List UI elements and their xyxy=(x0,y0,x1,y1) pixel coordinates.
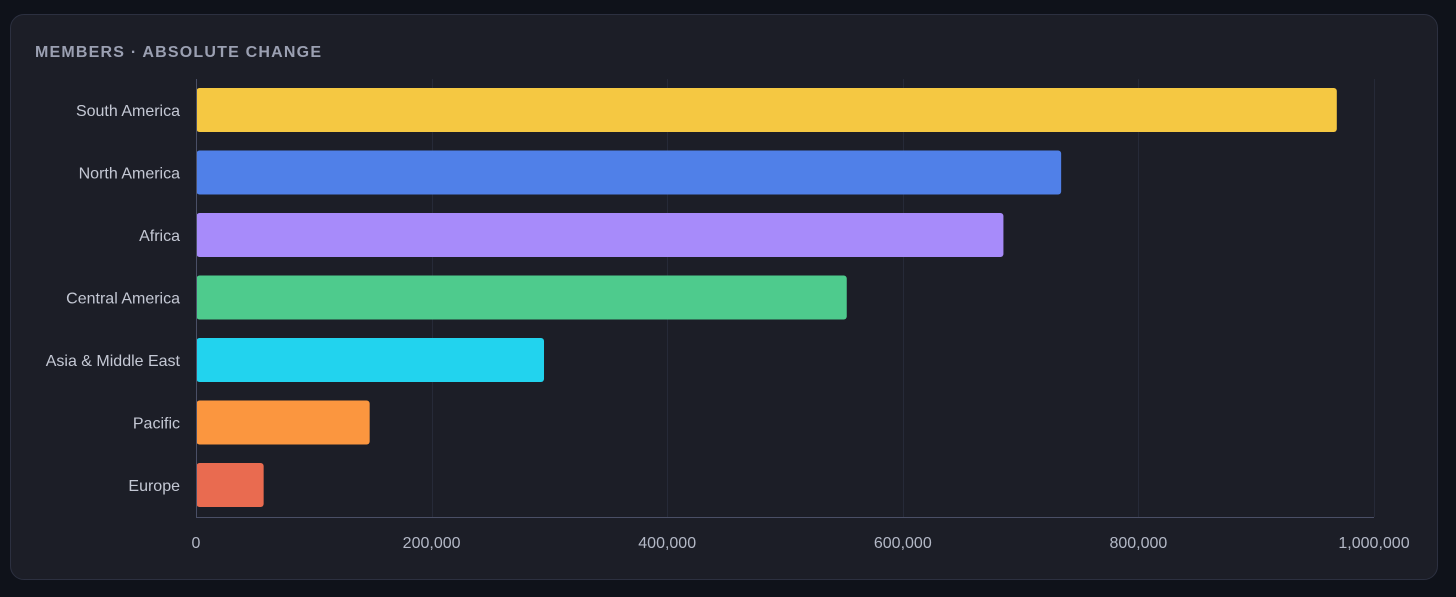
bar-central-america[interactable] xyxy=(196,275,847,320)
x-tick-label: 400,000 xyxy=(638,535,696,552)
x-tick-label: 200,000 xyxy=(403,535,461,552)
x-tick-label: 0 xyxy=(192,535,201,552)
bars xyxy=(196,88,1337,507)
x-tick-labels: 0 200,000 400,000 600,000 800,000 1,000,000 xyxy=(192,535,1410,552)
bar-chart: South America North America Africa Central … xyxy=(46,79,1410,552)
bar-south-america[interactable] xyxy=(196,88,1337,132)
chart-card: MEMBERS · ABSOLUTE CHANGE South America N… xyxy=(10,14,1438,580)
category-label: Asia & Middle East xyxy=(46,353,181,370)
category-labels: South America North America Africa Central … xyxy=(46,103,181,495)
bar-europe[interactable] xyxy=(196,463,264,507)
bar-pacific[interactable] xyxy=(196,400,370,445)
axes xyxy=(196,79,1374,518)
category-label: Europe xyxy=(128,478,180,495)
category-label: Central America xyxy=(66,291,180,308)
bar-africa[interactable] xyxy=(196,213,1004,257)
category-label: North America xyxy=(79,166,180,183)
bar-north-america[interactable] xyxy=(196,150,1062,195)
x-tick-label: 800,000 xyxy=(1109,535,1167,552)
x-tick-label: 600,000 xyxy=(874,535,932,552)
category-label: South America xyxy=(76,103,180,120)
category-label: Pacific xyxy=(133,416,180,433)
category-label: Africa xyxy=(139,228,180,245)
bar-asia-middle-east[interactable] xyxy=(196,338,545,382)
chart-title: MEMBERS · ABSOLUTE CHANGE xyxy=(35,44,323,61)
x-tick-label: 1,000,000 xyxy=(1338,535,1409,552)
